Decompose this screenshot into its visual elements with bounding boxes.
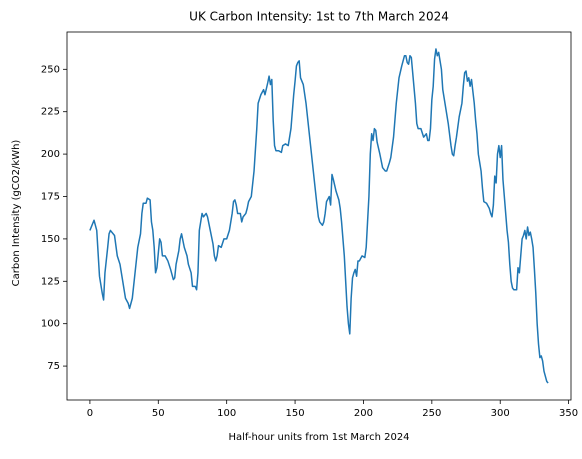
y-tick-label: 75 (47, 361, 60, 372)
x-tick-label: 250 (422, 408, 441, 419)
x-tick-label: 350 (559, 408, 578, 419)
x-tick-label: 0 (87, 408, 93, 419)
y-tick-label: 150 (41, 234, 60, 245)
y-tick-label: 100 (41, 319, 60, 330)
chart-title: UK Carbon Intensity: 1st to 7th March 20… (189, 10, 449, 24)
x-tick-label: 100 (217, 408, 236, 419)
y-tick-label: 250 (41, 64, 60, 75)
x-tick-label: 50 (152, 408, 165, 419)
y-tick-label: 175 (41, 191, 60, 202)
x-tick-label: 150 (286, 408, 305, 419)
x-tick-label: 300 (491, 408, 510, 419)
y-tick-label: 225 (41, 107, 60, 118)
x-axis-label: Half-hour units from 1st March 2024 (228, 432, 409, 443)
y-tick-label: 125 (41, 276, 60, 287)
y-tick-label: 200 (41, 149, 60, 160)
data-line (89, 48, 549, 384)
plot-frame (66, 31, 572, 401)
x-tick-label: 200 (354, 408, 373, 419)
y-axis-label: Carbon Intensity (gCO2/kWh) (11, 140, 22, 287)
